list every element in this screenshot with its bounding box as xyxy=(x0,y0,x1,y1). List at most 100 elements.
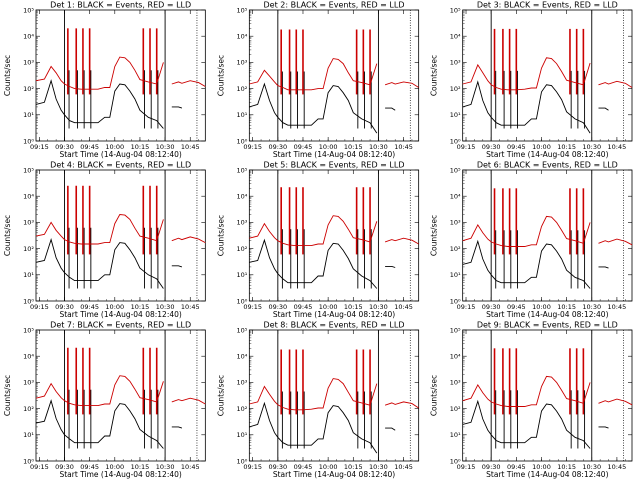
x-tick-label: 09:30 xyxy=(268,463,287,471)
x-tick-label: 10:00 xyxy=(319,303,338,311)
x-tick-label: 10:00 xyxy=(532,303,551,311)
plot-frame xyxy=(35,169,206,302)
panel-title: Det 1: BLACK = Events, RED = LLD xyxy=(50,1,191,10)
x-tick-label: 10:30 xyxy=(156,463,175,471)
x-tick-label: 09:30 xyxy=(482,143,501,151)
y-tick-label: 10¹ xyxy=(450,111,461,119)
y-tick-label: 10¹ xyxy=(23,431,34,439)
y-tick-label: 10³ xyxy=(23,219,34,227)
y-axis-label: Counts/sec xyxy=(216,55,225,96)
x-tick-label: 10:00 xyxy=(105,303,124,311)
x-tick-label: 10:15 xyxy=(557,303,576,311)
plot-frame xyxy=(248,169,420,302)
y-axis-label: Counts/sec xyxy=(3,215,12,256)
y-tick-label: 10² xyxy=(23,85,34,93)
panel-det-7: Det 7: BLACK = Events, RED = LLD 10⁰ 10¹ 10… xyxy=(3,321,206,479)
x-tick-label: 10:45 xyxy=(394,303,413,311)
lld-series-line xyxy=(249,378,419,411)
y-tick-label: 10² xyxy=(23,245,34,253)
x-tick-label: 09:15 xyxy=(30,303,49,311)
panel-det-2: Det 2: BLACK = Events, RED = LLD 10⁰ 10¹ 10… xyxy=(216,1,420,159)
x-tick-label: 10:15 xyxy=(131,463,150,471)
y-axis-label: Counts/sec xyxy=(216,215,225,256)
plot-frame xyxy=(462,9,633,142)
panel-title: Det 7: BLACK = Events, RED = LLD xyxy=(50,321,191,330)
x-axis-label: Start Time (14-Aug-04 08:12:40) xyxy=(486,310,608,319)
panel-title: Det 8: BLACK = Events, RED = LLD xyxy=(264,321,405,330)
events-series-line xyxy=(462,239,609,289)
y-tick-label: 10¹ xyxy=(450,431,461,439)
x-tick-label: 10:45 xyxy=(608,143,627,151)
y-tick-label: 10⁰ xyxy=(23,297,34,305)
y-tick-label: 10⁰ xyxy=(23,457,34,465)
x-axis-label: Start Time (14-Aug-04 08:12:40) xyxy=(59,470,181,479)
x-tick-label: 10:00 xyxy=(532,143,551,151)
x-tick-label: 09:45 xyxy=(80,463,99,471)
x-tick-label: 10:15 xyxy=(131,143,150,151)
x-tick-label: 09:30 xyxy=(55,143,74,151)
y-tick-label: 10⁵ xyxy=(450,166,461,174)
x-axis-label: Start Time (14-Aug-04 08:12:40) xyxy=(273,150,395,159)
x-tick-label: 09:15 xyxy=(30,143,49,151)
y-tick-label: 10⁰ xyxy=(450,297,461,305)
y-tick-label: 10³ xyxy=(236,59,247,67)
y-axis-label: Counts/sec xyxy=(430,375,439,416)
x-tick-label: 09:45 xyxy=(294,143,313,151)
y-tick-label: 10² xyxy=(236,85,247,93)
y-tick-label: 10⁴ xyxy=(450,353,461,361)
events-series-line xyxy=(249,401,396,454)
y-tick-label: 10² xyxy=(23,405,34,413)
panel-det-4: Det 4: BLACK = Events, RED = LLD 10⁰ 10¹ 10… xyxy=(3,161,206,319)
x-tick-label: 10:30 xyxy=(369,143,388,151)
x-tick-label: 09:15 xyxy=(457,303,476,311)
x-tick-label: 09:45 xyxy=(294,463,313,471)
x-tick-label: 10:15 xyxy=(557,143,576,151)
y-tick-label: 10⁵ xyxy=(450,6,461,14)
lld-series-line xyxy=(249,215,419,247)
x-axis-label: Start Time (14-Aug-04 08:12:40) xyxy=(486,150,608,159)
y-tick-label: 10⁰ xyxy=(236,137,247,145)
y-axis-label: Counts/sec xyxy=(216,375,225,416)
lld-series-line xyxy=(35,214,206,245)
lld-series-line xyxy=(462,57,633,91)
y-tick-label: 10¹ xyxy=(236,431,247,439)
lld-series-line xyxy=(35,56,206,90)
plot-frame xyxy=(462,329,633,462)
x-axis-label: Start Time (14-Aug-04 08:12:40) xyxy=(273,470,395,479)
x-tick-label: 09:30 xyxy=(482,303,501,311)
y-tick-label: 10³ xyxy=(450,219,461,227)
x-tick-label: 10:30 xyxy=(369,463,388,471)
y-tick-label: 10⁵ xyxy=(236,166,247,174)
x-tick-label: 10:30 xyxy=(582,463,601,471)
x-tick-label: 10:45 xyxy=(181,143,200,151)
y-tick-label: 10⁰ xyxy=(23,137,34,145)
y-tick-label: 10² xyxy=(450,85,461,93)
y-tick-label: 10⁴ xyxy=(236,353,247,361)
x-tick-label: 10:00 xyxy=(105,143,124,151)
x-tick-label: 09:15 xyxy=(457,143,476,151)
y-tick-label: 10¹ xyxy=(450,271,461,279)
y-axis-label: Counts/sec xyxy=(430,55,439,96)
x-tick-label: 10:30 xyxy=(369,303,388,311)
x-tick-label: 09:15 xyxy=(243,143,262,151)
events-series-line xyxy=(462,80,609,134)
y-tick-label: 10³ xyxy=(450,59,461,67)
y-tick-label: 10² xyxy=(236,245,247,253)
x-tick-label: 10:00 xyxy=(319,463,338,471)
events-series-line xyxy=(35,79,183,129)
x-tick-label: 10:45 xyxy=(608,303,627,311)
panel-det-8: Det 8: BLACK = Events, RED = LLD 10⁰ 10¹ 10… xyxy=(216,321,420,479)
y-tick-label: 10⁵ xyxy=(23,166,34,174)
x-axis-label: Start Time (14-Aug-04 08:12:40) xyxy=(486,470,608,479)
x-tick-label: 10:45 xyxy=(181,303,200,311)
y-tick-label: 10⁴ xyxy=(450,33,461,41)
y-tick-label: 10⁴ xyxy=(450,193,461,201)
y-tick-label: 10⁰ xyxy=(450,137,461,145)
x-axis-label: Start Time (14-Aug-04 08:12:40) xyxy=(273,310,395,319)
x-tick-label: 10:15 xyxy=(557,463,576,471)
y-tick-label: 10⁵ xyxy=(450,326,461,334)
y-tick-label: 10¹ xyxy=(236,111,247,119)
x-tick-label: 09:45 xyxy=(507,303,526,311)
x-tick-label: 09:15 xyxy=(457,463,476,471)
events-series-line xyxy=(249,82,396,134)
